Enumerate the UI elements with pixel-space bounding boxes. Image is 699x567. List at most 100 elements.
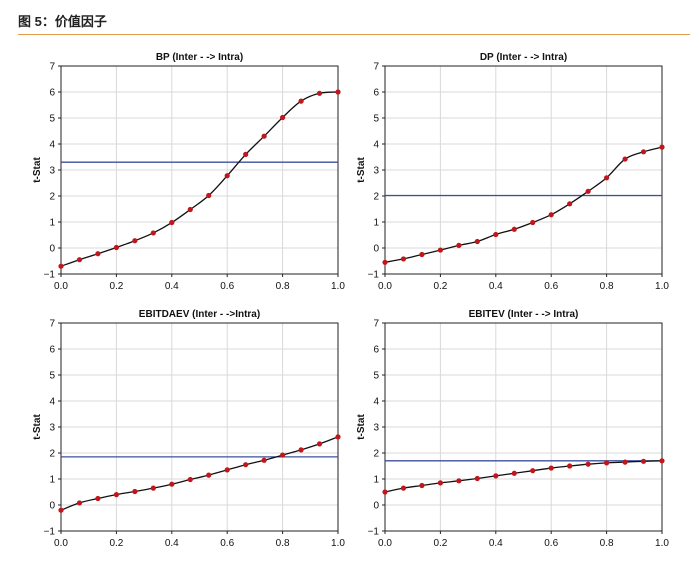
x-tick-label: 0.6: [544, 281, 558, 292]
data-point: [150, 230, 156, 236]
x-tick-label: 0.2: [433, 281, 447, 292]
data-point: [622, 459, 628, 465]
y-tick-label: −1: [368, 527, 380, 538]
data-point: [511, 470, 517, 476]
y-tick-label: 6: [49, 88, 55, 99]
y-tick-label: 1: [373, 218, 379, 229]
data-point: [95, 251, 101, 257]
data-point: [206, 472, 212, 478]
x-tick-label: 0.4: [489, 538, 503, 549]
data-point: [437, 247, 443, 253]
y-tick-label: 0: [49, 501, 55, 512]
y-tick-label: 3: [373, 423, 379, 434]
y-tick-label: 4: [49, 397, 55, 408]
data-point: [640, 149, 647, 155]
y-tick-label: −1: [368, 270, 380, 281]
series-line: [60, 436, 339, 511]
data-point: [382, 489, 388, 495]
y-tick-label: 3: [373, 166, 379, 177]
data-point: [95, 495, 101, 502]
y-tick-label: 6: [49, 345, 55, 356]
series-line: [384, 146, 663, 263]
title-divider: [18, 34, 690, 35]
chart-title: EBITEV (Inter - -> Intra): [469, 309, 579, 320]
y-tick-label: 7: [373, 319, 379, 330]
y-axis-label: t-Stat: [32, 157, 43, 183]
data-point: [567, 201, 573, 207]
chart-title: BP (Inter - -> Intra): [156, 52, 243, 63]
data-point: [187, 476, 193, 483]
x-tick-label: 0.8: [600, 281, 614, 292]
y-tick-label: 1: [373, 475, 379, 486]
x-tick-label: 0.2: [109, 281, 123, 292]
data-point: [76, 500, 83, 506]
data-point: [530, 219, 536, 226]
x-tick-label: 0.6: [220, 538, 234, 549]
data-point: [132, 238, 138, 244]
series-line: [60, 91, 339, 267]
data-point: [511, 226, 517, 232]
y-axis-label: t-Stat: [356, 157, 367, 183]
data-point: [335, 89, 341, 95]
y-tick-label: 0: [373, 501, 379, 512]
y-tick-label: 4: [49, 140, 55, 151]
data-point: [169, 219, 175, 226]
y-tick-label: 6: [373, 345, 379, 356]
data-point: [437, 480, 443, 486]
data-point: [456, 478, 462, 484]
y-tick-label: −1: [44, 527, 56, 538]
y-tick-label: 2: [49, 449, 55, 460]
data-point: [585, 188, 591, 194]
x-tick-label: 1.0: [331, 281, 345, 292]
data-point: [280, 114, 286, 121]
data-point: [640, 458, 647, 464]
data-point: [400, 256, 407, 262]
data-point: [530, 468, 536, 474]
data-point: [335, 434, 341, 440]
data-point: [224, 467, 230, 473]
y-tick-label: 4: [373, 397, 379, 408]
data-point: [585, 461, 591, 467]
data-point: [567, 463, 573, 469]
data-point: [261, 457, 267, 463]
x-tick-label: 0.6: [220, 281, 234, 292]
series-line: [384, 460, 663, 493]
data-point: [604, 175, 610, 181]
data-point: [474, 238, 480, 245]
data-point: [224, 173, 230, 179]
y-tick-label: 3: [49, 423, 55, 434]
data-point: [659, 144, 665, 150]
data-point: [419, 482, 425, 489]
x-tick-label: 0.8: [276, 281, 290, 292]
data-point: [206, 192, 212, 199]
data-point: [298, 447, 304, 453]
data-point: [456, 242, 462, 248]
y-tick-label: 2: [373, 449, 379, 460]
data-point: [76, 257, 83, 263]
y-tick-label: 7: [49, 319, 55, 330]
y-tick-label: 2: [49, 192, 55, 203]
data-point: [58, 263, 64, 269]
data-point: [150, 485, 156, 491]
data-point: [243, 151, 249, 157]
data-point: [659, 458, 665, 464]
y-tick-label: −1: [44, 270, 56, 281]
data-point: [132, 488, 138, 495]
x-tick-label: 0.2: [109, 538, 123, 549]
y-tick-label: 5: [373, 114, 379, 125]
y-axis-label: t-Stat: [32, 414, 43, 440]
y-tick-label: 5: [49, 371, 55, 382]
data-point: [474, 475, 480, 482]
data-point: [622, 156, 628, 162]
y-tick-label: 5: [49, 114, 55, 125]
y-tick-label: 3: [49, 166, 55, 177]
data-point: [548, 212, 554, 218]
data-point: [419, 251, 425, 258]
x-tick-label: 1.0: [655, 538, 669, 549]
data-point: [243, 462, 249, 468]
y-tick-label: 2: [373, 192, 379, 203]
x-tick-label: 0.0: [378, 281, 392, 292]
x-tick-label: 0.4: [165, 281, 179, 292]
